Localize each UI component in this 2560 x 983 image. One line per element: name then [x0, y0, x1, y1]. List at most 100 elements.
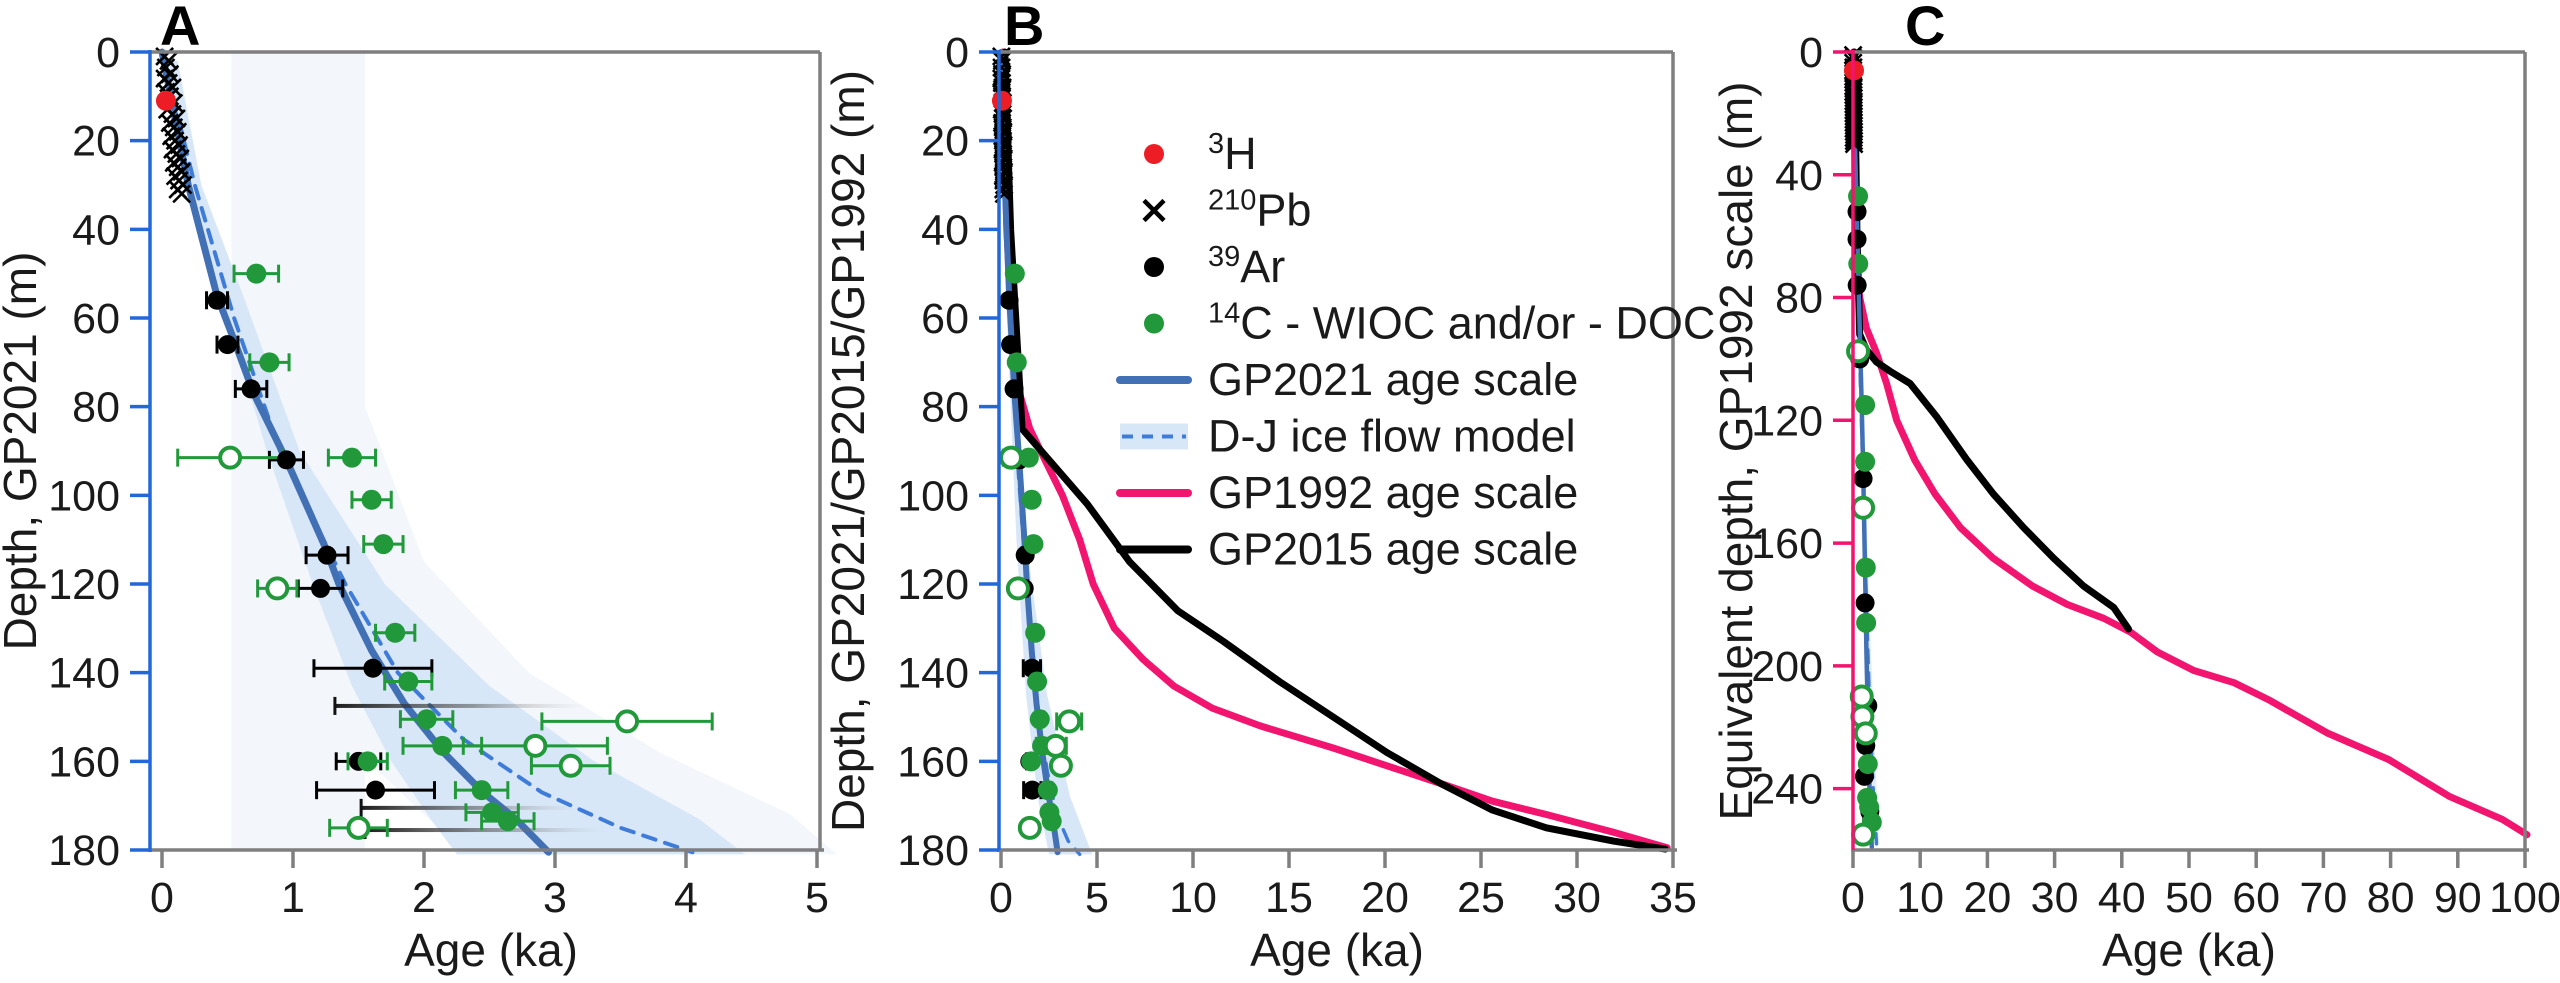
c14-marker [482, 802, 503, 823]
c14-marker [259, 352, 280, 373]
y-tick-label: 100 [48, 472, 120, 520]
legend-label: GP2021 age scale [1208, 354, 1578, 405]
c14-marker [398, 671, 419, 692]
ar39-marker [1004, 379, 1024, 399]
gp2015-age-scale-line [1001, 48, 1669, 853]
y-tick-label: 160 [48, 738, 120, 786]
x-tick-label: 2 [412, 874, 436, 922]
x-tick-label: 25 [1457, 874, 1505, 922]
y-tick-label: 80 [921, 384, 969, 432]
c14-marker [385, 622, 406, 643]
y-tick-label: 60 [921, 295, 969, 343]
pb210-markers [155, 47, 193, 204]
c14-marker [1848, 253, 1869, 274]
legend-label: GP1992 age scale [1208, 467, 1578, 518]
x-tick-label: 3 [543, 874, 567, 922]
fading-error-bar [365, 828, 608, 833]
ar39-legend-icon [1144, 257, 1164, 277]
x-tick-label: 20 [1963, 874, 2011, 922]
c14-marker [246, 263, 267, 284]
c14-marker [1018, 447, 1039, 468]
axes-b: 0 20 40 60 80 100 120 140 160 180 0 5 10 15 20 25 30 35 Ag… [822, 0, 1697, 976]
c14-marker [1021, 751, 1042, 772]
c14-marker [416, 709, 437, 730]
axes-c: 0 40 80 120 160 200 240 0 10 20 30 40 50 60 70 80 90 100 A… [1710, 0, 2560, 976]
gp2015-age-scale-line [1850, 48, 2132, 633]
c14-open-marker [1057, 709, 1082, 734]
ar39-marker [1847, 275, 1867, 295]
y-tick-label: 180 [48, 827, 120, 875]
x-axis-title: Age (ka) [1250, 924, 1424, 976]
y-tick-label: 140 [897, 650, 969, 698]
panel-letter-a: A [160, 0, 200, 57]
h3-legend-icon [1144, 144, 1164, 164]
fading-error-bar [334, 703, 588, 708]
legend-label: 39Ar [1208, 241, 1285, 292]
y-tick-label: 100 [897, 472, 969, 520]
c14-marker [1855, 394, 1876, 415]
x-tick-label: 100 [2489, 874, 2560, 922]
fading-error-bar [361, 805, 582, 810]
c14-marker [1029, 709, 1050, 730]
x-tick-label: 4 [674, 874, 698, 922]
pb210-legend-icon [1142, 198, 1166, 223]
c14-open-marker [1851, 495, 1876, 520]
c14-marker [1848, 186, 1869, 207]
y-tick-label: 40 [72, 206, 120, 254]
panel-letter-b: B [1004, 0, 1044, 57]
c14-open-marker [1048, 753, 1073, 778]
c14-open-marker [615, 709, 640, 734]
legend-label: 14C - WIOC and/or - DOC [1208, 298, 1715, 349]
legend-item: GP2015 age scale [1116, 524, 1578, 575]
c14-marker [1041, 811, 1062, 832]
c14-marker [341, 447, 362, 468]
c14-marker [1855, 451, 1876, 472]
c14-legend-icon [1144, 313, 1164, 334]
c14-marker [1004, 263, 1025, 284]
c14-marker [1027, 671, 1048, 692]
ar39-marker [218, 335, 237, 355]
y-tick-label: 60 [72, 295, 120, 343]
ar39-marker [241, 379, 261, 399]
x-tick-label: 10 [1896, 874, 1944, 922]
y-tick-label: 240 [1751, 766, 1823, 814]
x-tick-label: 15 [1265, 874, 1313, 922]
legend-label: D-J ice flow model [1208, 411, 1576, 462]
ar39-marker [311, 578, 331, 598]
y-tick-label: 40 [921, 206, 969, 254]
y-tick-label: 160 [1751, 520, 1823, 568]
c14-open-marker [1043, 733, 1068, 758]
c14-open-marker [1846, 339, 1871, 364]
x-tick-label: 30 [1553, 874, 1601, 922]
y-axis-title: Depth, GP2021 (m) [0, 252, 46, 651]
panel-b [991, 47, 1671, 857]
ar39-marker [366, 780, 386, 800]
c14-marker [357, 751, 378, 772]
c14-open-marker [1017, 815, 1042, 840]
x-tick-label: 10 [1169, 874, 1217, 922]
ar39-marker [999, 290, 1019, 310]
legend-item: 210Pb [1142, 185, 1311, 236]
c14-open-marker [346, 815, 371, 840]
legend-item: GP2021 age scale [1116, 354, 1578, 405]
ar39-marker [1853, 469, 1873, 489]
y-tick-label: 140 [48, 650, 120, 698]
legend-item: 14C - WIOC and/or - DOC [1144, 298, 1715, 349]
legend-label: 3H [1208, 128, 1257, 179]
y-tick-label: 120 [1751, 397, 1823, 445]
x-tick-label: 90 [2434, 874, 2482, 922]
c14-marker [1855, 557, 1876, 578]
dj-inner-uncertainty-band [1002, 60, 1093, 855]
x-tick-label: 5 [1085, 874, 1109, 922]
c14-open-marker [265, 576, 290, 601]
c14-marker [1856, 612, 1877, 633]
y-tick-label: 0 [96, 29, 120, 77]
c14-marker [432, 735, 453, 756]
y-tick-label: 20 [921, 118, 969, 166]
x-axis-title: Age (ka) [404, 924, 578, 976]
x-tick-label: 20 [1361, 874, 1409, 922]
x-tick-label: 0 [1841, 874, 1865, 922]
ar39-marker [207, 290, 227, 310]
c14-marker [1857, 754, 1878, 775]
ar39-marker [317, 545, 337, 565]
